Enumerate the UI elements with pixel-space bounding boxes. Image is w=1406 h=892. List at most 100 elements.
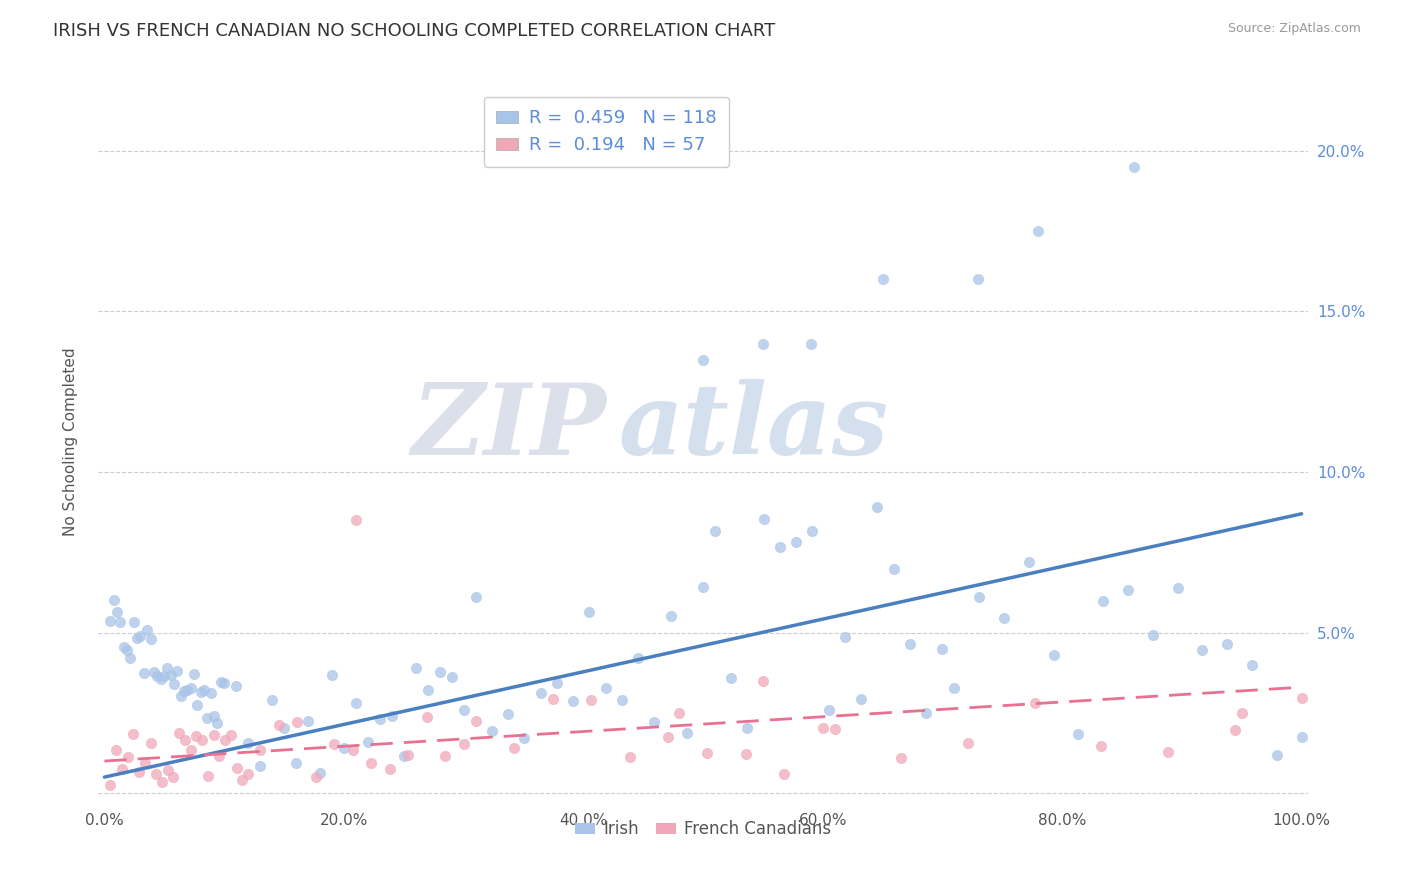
Point <box>464 714 486 728</box>
Point <box>1090 739 1112 753</box>
Point <box>162 771 184 785</box>
Point <box>112 640 135 654</box>
Point <box>173 684 195 698</box>
Point <box>136 623 159 637</box>
Point <box>562 694 585 708</box>
Point <box>378 763 401 777</box>
Point <box>415 709 437 723</box>
Text: Source: ZipAtlas.com: Source: ZipAtlas.com <box>1227 22 1361 36</box>
Point <box>111 762 134 776</box>
Point <box>284 756 307 771</box>
Point <box>236 736 259 750</box>
Point <box>464 590 486 604</box>
Point <box>610 693 633 707</box>
Point <box>578 605 600 619</box>
Point <box>273 721 295 735</box>
Point <box>360 756 382 770</box>
Point <box>481 723 503 738</box>
Point <box>115 643 138 657</box>
Point <box>139 736 162 750</box>
Legend: Irish, French Canadians: Irish, French Canadians <box>568 814 838 845</box>
Point <box>967 590 990 604</box>
Point <box>957 736 980 750</box>
Point <box>186 698 208 712</box>
Point <box>769 541 792 555</box>
Point <box>619 750 641 764</box>
Point <box>260 693 283 707</box>
Point <box>191 733 214 747</box>
Point <box>167 726 190 740</box>
Point <box>1024 696 1046 710</box>
Text: ZIP: ZIP <box>412 379 606 475</box>
Point <box>166 665 188 679</box>
Point <box>1230 706 1253 720</box>
Point <box>156 661 179 675</box>
Point <box>872 272 894 286</box>
Point <box>193 682 215 697</box>
Point <box>1291 690 1313 705</box>
Point <box>692 352 714 367</box>
Point <box>105 743 128 757</box>
Point <box>1067 727 1090 741</box>
Point <box>200 686 222 700</box>
Point <box>344 513 367 527</box>
Point <box>149 672 172 686</box>
Point <box>692 580 714 594</box>
Point <box>704 524 727 538</box>
Point <box>132 665 155 680</box>
Point <box>297 714 319 729</box>
Point <box>696 746 718 760</box>
Point <box>285 714 308 729</box>
Point <box>180 681 202 695</box>
Point <box>142 665 165 679</box>
Point <box>392 749 415 764</box>
Point <box>1167 581 1189 595</box>
Point <box>209 675 232 690</box>
Point <box>163 677 186 691</box>
Point <box>219 728 242 742</box>
Point <box>1291 730 1313 744</box>
Point <box>122 615 145 630</box>
Point <box>309 766 332 780</box>
Point <box>734 747 756 762</box>
Point <box>851 692 873 706</box>
Point <box>643 715 665 730</box>
Point <box>304 770 326 784</box>
Point <box>834 630 856 644</box>
Point <box>129 629 152 643</box>
Point <box>156 763 179 777</box>
Point <box>342 743 364 757</box>
Point <box>453 703 475 717</box>
Point <box>1116 582 1139 597</box>
Point <box>127 632 149 646</box>
Point <box>249 742 271 756</box>
Point <box>801 524 824 538</box>
Point <box>817 703 839 717</box>
Point <box>595 681 617 695</box>
Point <box>150 775 173 789</box>
Point <box>381 708 404 723</box>
Point <box>249 759 271 773</box>
Point <box>785 534 807 549</box>
Point <box>752 673 775 688</box>
Point <box>357 735 380 749</box>
Point <box>197 711 219 725</box>
Point <box>1223 723 1246 737</box>
Point <box>186 730 208 744</box>
Point <box>344 696 367 710</box>
Point <box>434 749 457 764</box>
Text: atlas: atlas <box>619 379 889 475</box>
Point <box>105 605 128 619</box>
Point <box>214 733 236 747</box>
Y-axis label: No Schooling Completed: No Schooling Completed <box>63 347 77 536</box>
Point <box>967 272 990 286</box>
Point <box>581 693 603 707</box>
Point <box>720 671 742 685</box>
Point <box>122 727 145 741</box>
Point <box>657 730 679 744</box>
Point <box>627 651 650 665</box>
Point <box>120 651 142 665</box>
Point <box>267 717 290 731</box>
Point <box>429 665 451 679</box>
Point <box>190 684 212 698</box>
